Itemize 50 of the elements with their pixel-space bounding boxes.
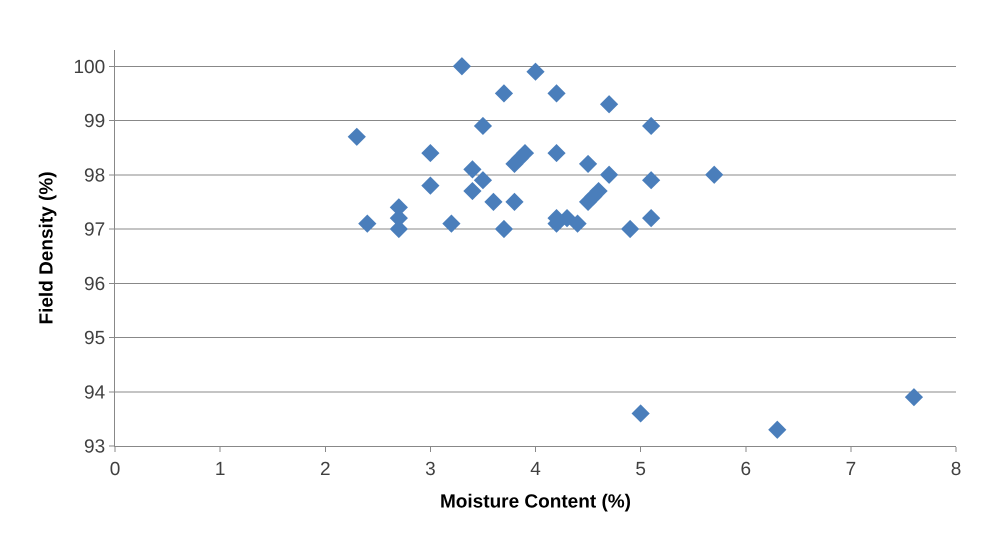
y-tick-label: 100 (73, 56, 106, 78)
point (494, 84, 514, 102)
point (642, 116, 660, 136)
point (421, 144, 440, 162)
x-axis-title: Moisture Content (%) (440, 492, 632, 513)
y-axis-title: Field Density (%) (36, 171, 58, 325)
point (621, 220, 640, 238)
point (348, 128, 366, 146)
point (578, 154, 598, 174)
y-tick-label: 96 (84, 274, 106, 295)
x-tick-label: 5 (635, 458, 646, 480)
point (474, 116, 492, 136)
point (474, 171, 492, 190)
point (642, 171, 660, 190)
point (589, 182, 608, 200)
point (904, 388, 924, 406)
point (358, 214, 376, 233)
point (632, 404, 650, 423)
point (510, 149, 529, 168)
y-tick-label: 97 (84, 220, 106, 241)
point (768, 420, 786, 439)
point (600, 95, 618, 114)
y-tick-label: 99 (84, 111, 106, 132)
x-tick-label: 4 (530, 458, 542, 480)
point (442, 214, 460, 233)
point (705, 166, 724, 184)
y-tick-label: 98 (84, 165, 106, 186)
point (642, 209, 660, 228)
x-tick-label: 0 (110, 458, 120, 480)
point (452, 57, 472, 76)
x-tick-label: 7 (846, 458, 856, 480)
point (463, 182, 482, 200)
point (526, 62, 545, 81)
point (568, 214, 587, 233)
y-tick-label: 93 (84, 436, 106, 458)
y-tick-label: 94 (84, 382, 106, 404)
point (484, 192, 503, 211)
y-tick-label: 95 (84, 328, 106, 350)
x-tick-label: 6 (740, 458, 752, 480)
x-tick-label: 8 (950, 458, 962, 480)
point (494, 220, 514, 238)
x-tick-label: 3 (425, 458, 436, 480)
point (463, 160, 482, 178)
point (421, 176, 440, 195)
point (547, 84, 566, 102)
x-tick-label: 1 (214, 458, 226, 480)
point (600, 166, 618, 184)
point (505, 192, 524, 211)
x-tick-label: 2 (320, 458, 331, 480)
point (547, 144, 566, 162)
